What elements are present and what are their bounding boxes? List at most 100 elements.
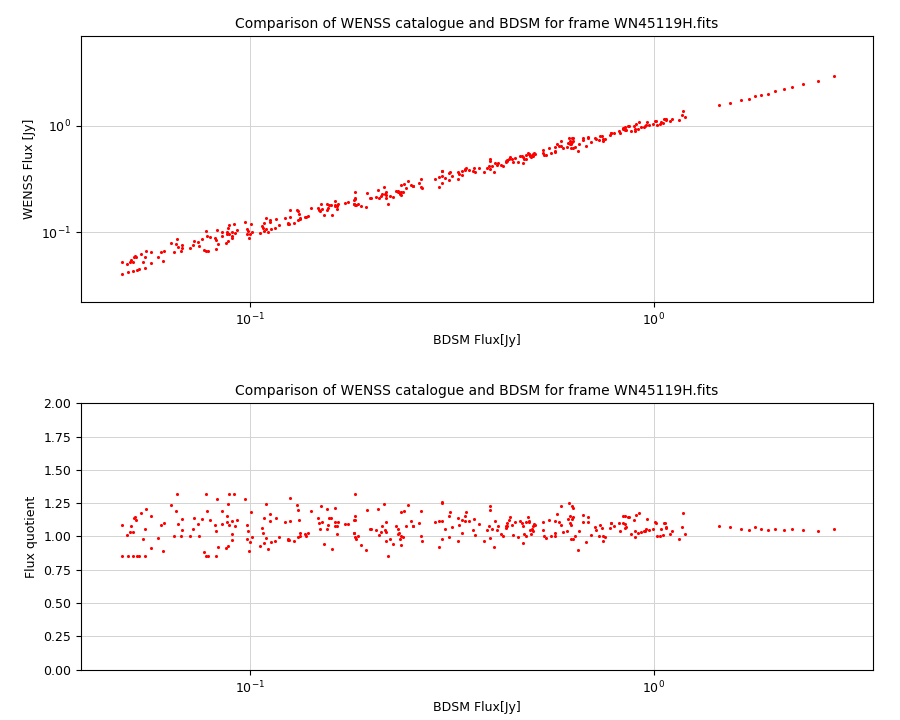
Point	[131, 264, 146, 275]
Point	[260, 227, 274, 238]
Point	[210, 224, 224, 235]
Point	[144, 510, 158, 522]
Point	[518, 153, 532, 165]
Point	[472, 162, 487, 174]
Point	[639, 120, 653, 131]
Point	[156, 255, 170, 266]
Point	[167, 246, 182, 258]
Point	[191, 518, 205, 530]
Point	[346, 514, 361, 526]
Point	[230, 225, 245, 236]
Point	[483, 163, 498, 175]
Point	[281, 218, 295, 230]
Point	[219, 542, 233, 554]
Point	[512, 515, 526, 526]
Point	[455, 527, 470, 539]
Point	[278, 516, 293, 528]
Point	[466, 525, 481, 536]
Point	[648, 516, 662, 528]
Point	[129, 251, 143, 263]
Point	[227, 488, 241, 500]
Point	[552, 140, 566, 152]
Point	[443, 166, 457, 178]
Point	[568, 531, 582, 542]
Point	[634, 122, 649, 133]
Point	[127, 251, 141, 263]
Point	[572, 544, 586, 556]
Point	[500, 522, 514, 534]
Point	[564, 136, 579, 148]
Point	[435, 515, 449, 526]
Point	[243, 506, 257, 518]
Point	[566, 135, 580, 146]
Point	[431, 541, 446, 553]
Point	[202, 232, 217, 243]
Point	[404, 179, 419, 191]
Point	[256, 220, 270, 232]
Point	[225, 528, 239, 540]
Point	[348, 186, 363, 197]
Point	[268, 214, 283, 225]
Point	[678, 111, 692, 122]
Point	[500, 517, 514, 528]
Title: Comparison of WENSS catalogue and BDSM for frame WN45119H.fits: Comparison of WENSS catalogue and BDSM f…	[236, 384, 718, 398]
Point	[459, 507, 473, 518]
Point	[645, 523, 660, 534]
Point	[652, 118, 667, 130]
Point	[221, 228, 236, 240]
Point	[562, 518, 577, 529]
Point	[378, 523, 392, 535]
Point	[239, 533, 254, 544]
Point	[120, 258, 134, 270]
Point	[450, 513, 464, 524]
Point	[200, 230, 214, 242]
Point	[477, 535, 491, 546]
Point	[301, 210, 315, 222]
Point	[561, 137, 575, 148]
Point	[596, 535, 610, 546]
Point	[321, 202, 336, 214]
Point	[672, 533, 687, 544]
Point	[202, 514, 217, 526]
Point	[564, 138, 579, 150]
Point	[200, 505, 214, 517]
Point	[487, 541, 501, 552]
Point	[629, 509, 643, 521]
Point	[428, 173, 442, 184]
Point	[435, 497, 449, 508]
Point	[385, 539, 400, 550]
Point	[290, 500, 304, 511]
Point	[431, 181, 446, 192]
Point	[138, 523, 152, 535]
Point	[554, 135, 569, 146]
Point	[257, 225, 272, 237]
Point	[500, 156, 514, 167]
Point	[373, 529, 387, 541]
Point	[264, 536, 278, 548]
Point	[521, 148, 535, 160]
Point	[264, 223, 278, 235]
Point	[282, 217, 296, 229]
Point	[215, 230, 230, 241]
Point	[169, 505, 184, 517]
Point	[742, 93, 756, 104]
Point	[257, 512, 272, 523]
Point	[331, 199, 346, 210]
Point	[526, 523, 540, 535]
Point	[561, 513, 575, 525]
Point	[375, 521, 390, 532]
Point	[491, 521, 506, 532]
Point	[221, 220, 236, 231]
Point	[754, 523, 769, 534]
Point	[392, 527, 406, 539]
Point	[304, 202, 319, 214]
Point	[169, 238, 184, 250]
Point	[258, 212, 273, 224]
Point	[724, 96, 738, 108]
Point	[183, 530, 197, 541]
Point	[526, 150, 540, 161]
Point	[393, 179, 408, 191]
Point	[502, 153, 517, 164]
Point	[565, 503, 580, 514]
Point	[329, 528, 344, 540]
